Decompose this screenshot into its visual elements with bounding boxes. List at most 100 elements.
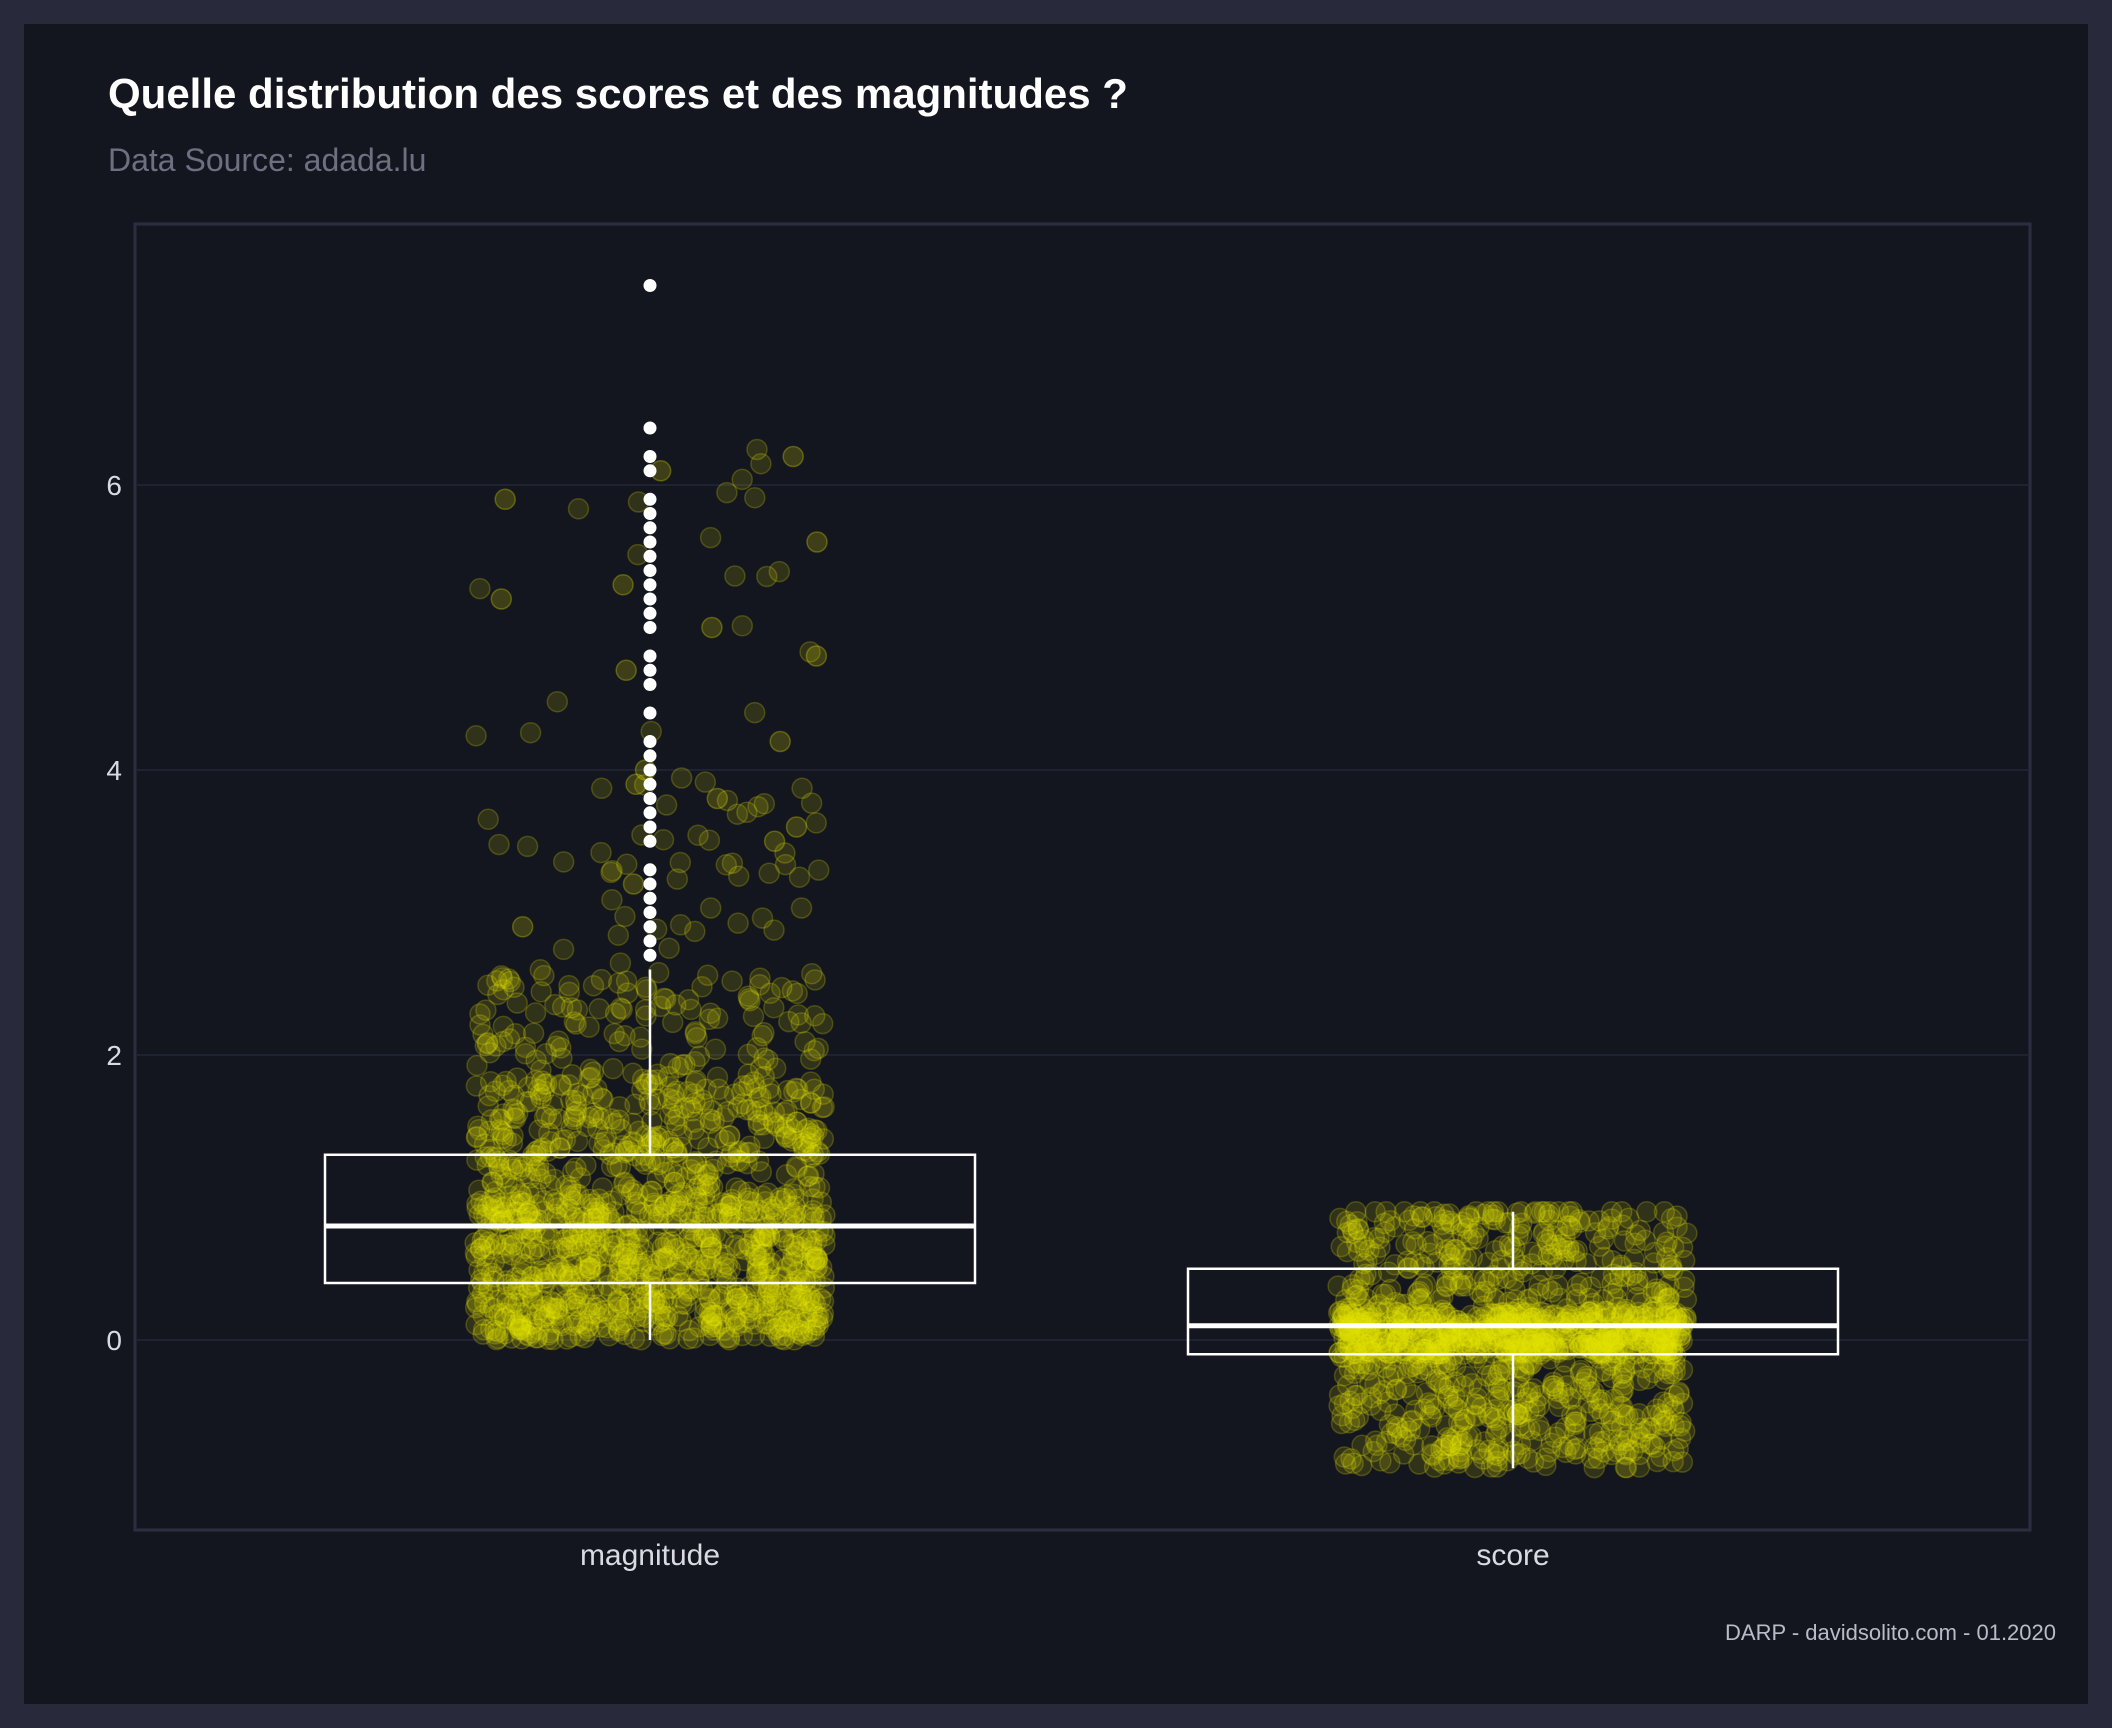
- data-point: [503, 1106, 525, 1129]
- data-point: [737, 985, 760, 1007]
- data-point: [716, 1100, 739, 1123]
- data-point: [788, 1319, 810, 1342]
- data-point: [570, 1240, 593, 1262]
- data-point: [483, 1265, 505, 1288]
- data-point: [582, 1105, 605, 1128]
- data-point: [609, 1314, 632, 1336]
- data-point: [542, 1311, 565, 1334]
- data-point: [743, 1313, 766, 1335]
- data-point: [739, 1299, 762, 1321]
- data-point: [721, 970, 743, 992]
- outlier-point: [643, 521, 657, 535]
- data-point: [494, 1307, 516, 1330]
- data-point: [612, 1172, 635, 1195]
- data-point: [528, 1119, 550, 1141]
- data-point: [734, 1286, 757, 1308]
- data-point: [543, 1168, 566, 1191]
- data-point: [553, 1229, 575, 1252]
- data-point: [579, 1248, 601, 1270]
- outlier-point: [643, 906, 657, 919]
- data-point: [1513, 1358, 1535, 1380]
- data-point: [488, 1108, 511, 1130]
- data-point: [738, 1141, 761, 1164]
- data-point: [636, 978, 658, 1001]
- data-point: [610, 1118, 632, 1141]
- data-point: [757, 1258, 780, 1280]
- data-point: [505, 1194, 528, 1216]
- data-point: [638, 1250, 660, 1272]
- data-point: [502, 1098, 524, 1120]
- data-point: [487, 983, 509, 1006]
- data-point: [619, 1292, 641, 1314]
- data-point: [643, 1265, 665, 1287]
- data-point: [800, 792, 823, 814]
- data-point: [803, 1162, 825, 1185]
- data-point: [784, 1195, 806, 1217]
- data-point: [511, 1318, 533, 1340]
- data-point: [479, 1296, 501, 1319]
- data-point: [763, 1283, 785, 1306]
- data-point: [498, 1079, 520, 1102]
- data-point: [699, 1289, 721, 1311]
- data-point: [467, 1115, 489, 1137]
- data-point: [611, 1311, 634, 1334]
- data-point: [670, 1136, 693, 1158]
- data-point: [685, 1069, 707, 1092]
- data-point: [538, 1122, 560, 1144]
- data-point: [543, 1189, 565, 1211]
- data-point: [551, 996, 574, 1018]
- data-point: [812, 1128, 835, 1150]
- data-point: [657, 1245, 680, 1268]
- data-point: [607, 924, 630, 946]
- data-point: [762, 1111, 785, 1133]
- data-point: [1393, 1201, 1416, 1223]
- data-point: [562, 1265, 585, 1287]
- data-point: [510, 1184, 533, 1207]
- data-point: [661, 1096, 684, 1119]
- data-point: [488, 1302, 510, 1325]
- data-point: [667, 1260, 690, 1283]
- data-point: [491, 1074, 514, 1097]
- data-point: [727, 1096, 749, 1118]
- data-point: [706, 787, 729, 810]
- data-point: [736, 1098, 758, 1121]
- data-point: [586, 1078, 608, 1100]
- data-point: [674, 1053, 696, 1076]
- data-point: [1342, 1222, 1365, 1244]
- data-point: [720, 1299, 742, 1321]
- data-point: [620, 1182, 643, 1204]
- data-point: [485, 1328, 508, 1351]
- data-point: [477, 1279, 500, 1301]
- data-point: [805, 1246, 827, 1268]
- data-point: [607, 1289, 629, 1311]
- data-point: [602, 1057, 624, 1080]
- data-point: [561, 1235, 583, 1257]
- data-point: [1374, 1221, 1396, 1243]
- data-point: [622, 1130, 644, 1153]
- data-point: [630, 1201, 652, 1224]
- data-point: [812, 1083, 834, 1105]
- data-point: [608, 1030, 631, 1053]
- data-point: [795, 1301, 818, 1323]
- data-point: [640, 1180, 663, 1203]
- data-point: [670, 767, 693, 789]
- data-point: [593, 1300, 615, 1322]
- data-point: [791, 777, 813, 800]
- data-point: [521, 1242, 543, 1264]
- data-point: [526, 1194, 548, 1217]
- data-point: [709, 1313, 732, 1335]
- data-point: [712, 1106, 735, 1129]
- data-point: [583, 1192, 605, 1215]
- data-point: [700, 1301, 723, 1323]
- data-point: [706, 1066, 729, 1089]
- data-point: [573, 1326, 596, 1349]
- data-point: [766, 1288, 788, 1310]
- data-point: [619, 1232, 641, 1255]
- data-point: [509, 1308, 532, 1331]
- data-point: [685, 1152, 708, 1174]
- data-point: [691, 1089, 713, 1111]
- data-point: [688, 1174, 710, 1197]
- data-point: [659, 1190, 682, 1213]
- data-point: [1644, 1328, 1667, 1351]
- data-point: [517, 1202, 539, 1224]
